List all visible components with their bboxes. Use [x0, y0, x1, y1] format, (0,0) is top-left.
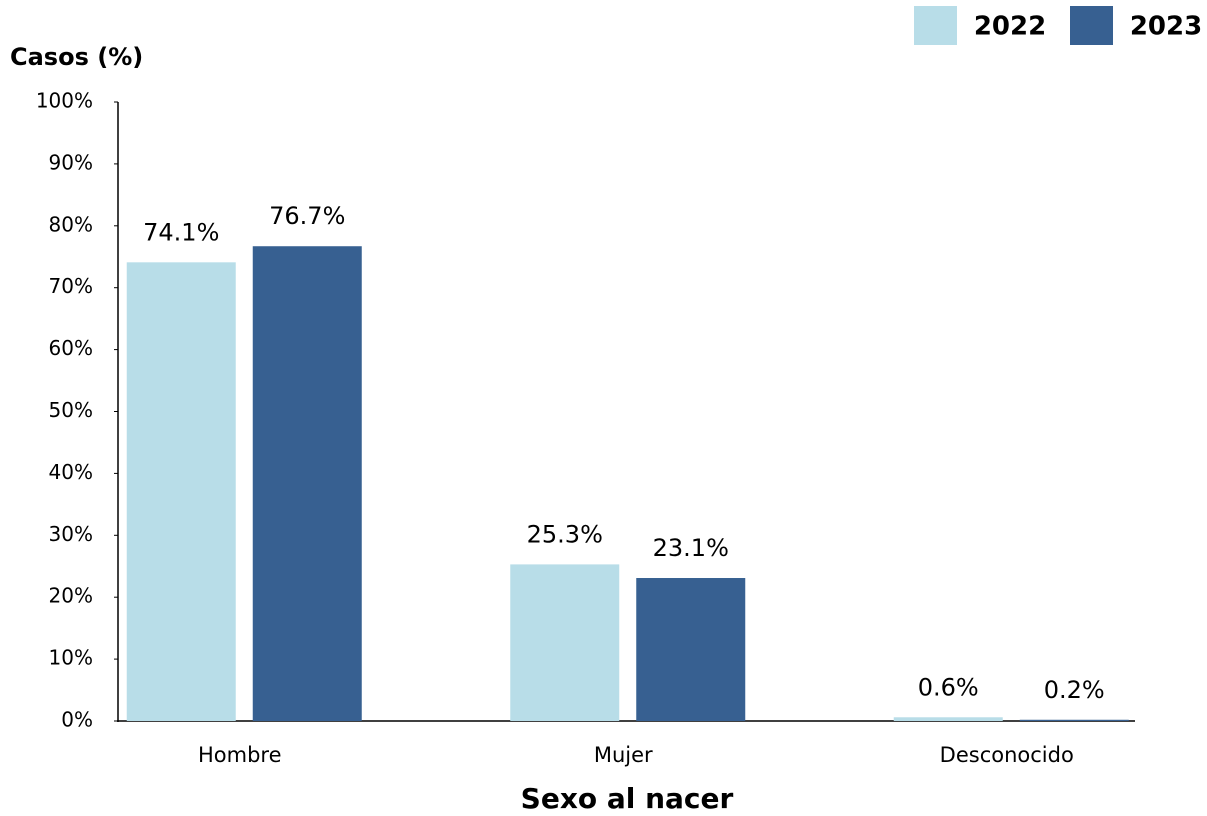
y-tick-label: 70%: [49, 274, 93, 298]
bar: [126, 262, 236, 721]
legend-label: 2022: [974, 12, 1046, 42]
y-tick-label: 30%: [49, 522, 93, 546]
legend-label: 2023: [1130, 12, 1202, 42]
bar: [636, 578, 746, 721]
y-tick-label: 50%: [49, 398, 93, 422]
x-tick-label: Mujer: [594, 743, 653, 767]
bar: [510, 564, 620, 721]
y-tick-label: 100%: [36, 89, 93, 113]
value-label: 74.1%: [143, 218, 219, 246]
value-label: 23.1%: [653, 534, 729, 562]
x-axis-title: Sexo al nacer: [521, 782, 734, 815]
bar: [252, 246, 362, 722]
value-label: 0.2%: [1044, 676, 1105, 704]
value-label: 0.6%: [918, 673, 979, 701]
y-tick-label: 90%: [49, 150, 93, 174]
y-axis-title: Casos (%): [10, 43, 143, 71]
y-tick-label: 10%: [49, 646, 93, 670]
legend-swatch: [914, 6, 957, 45]
x-tick-label: Desconocido: [940, 743, 1074, 767]
y-tick-label: 60%: [49, 336, 93, 360]
value-label: 25.3%: [527, 520, 603, 548]
value-label: 76.7%: [269, 202, 345, 230]
y-tick-label: 80%: [49, 212, 93, 236]
bar: [893, 717, 1003, 721]
x-tick-label: Hombre: [198, 743, 282, 767]
bar: [1019, 719, 1129, 721]
y-tick-label: 0%: [61, 708, 93, 732]
y-tick-label: 40%: [49, 460, 93, 484]
y-tick-label: 20%: [49, 584, 93, 608]
legend-swatch: [1070, 6, 1113, 45]
